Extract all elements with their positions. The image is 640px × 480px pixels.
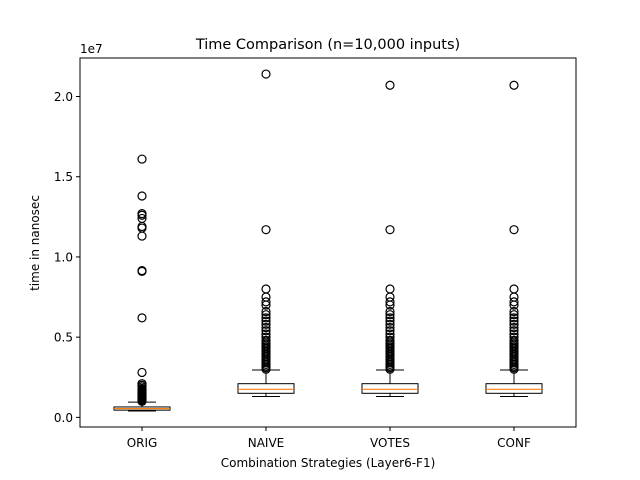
- outlier-point: [261, 316, 271, 326]
- outlier-point: [261, 313, 271, 323]
- box-conf: [485, 383, 543, 394]
- x-tick-label: NAIVE: [248, 436, 285, 450]
- outlier-point: [509, 322, 519, 333]
- outlier-point: [385, 322, 395, 333]
- outlier-point: [385, 310, 395, 320]
- y-axis-label: time in nanosec: [28, 195, 42, 291]
- y-tick-label: 0.5: [54, 331, 73, 345]
- outlier-point: [509, 225, 519, 235]
- outlier-point: [385, 297, 395, 307]
- outlier-point: [385, 316, 395, 326]
- outlier-point: [509, 326, 519, 336]
- plot-area: 0.0 0.5 1.0 1.5 2.0 ORIG NAIVE VOTES CONF: [54, 69, 543, 450]
- outlier-point: [261, 225, 271, 235]
- y-tick-label: 2.0: [54, 90, 73, 104]
- x-tick-label: VOTES: [370, 436, 410, 450]
- outlier-point: [385, 80, 395, 90]
- axes-frame: [79, 57, 577, 428]
- outlier-point: [261, 69, 271, 79]
- outlier-point: [137, 154, 147, 164]
- outlier-point: [261, 297, 271, 307]
- outlier-point: [261, 329, 271, 339]
- outlier-point: [385, 319, 395, 329]
- outlier-point: [385, 335, 395, 345]
- outlier-point: [137, 213, 147, 224]
- outlier-point: [385, 329, 395, 339]
- outlier-point: [509, 310, 519, 320]
- outlier-point: [509, 297, 519, 307]
- outlier-point: [261, 322, 271, 333]
- outlier-point: [509, 329, 519, 339]
- outlier-point: [261, 306, 271, 317]
- outlier-point: [385, 332, 395, 342]
- y-axis-scale-label: 1e7: [80, 42, 103, 56]
- outlier-point: [509, 332, 519, 342]
- outlier-point: [385, 326, 395, 336]
- x-tick-label: CONF: [497, 436, 531, 450]
- y-tick-label: 1.0: [54, 250, 73, 264]
- outlier-point: [261, 319, 271, 329]
- outlier-point: [385, 313, 395, 323]
- outlier-point: [137, 379, 147, 389]
- box-votes: [361, 383, 419, 394]
- outlier-point: [261, 284, 271, 294]
- outlier-point: [509, 335, 519, 345]
- outlier-point: [261, 310, 271, 320]
- chart-title: Time Comparison (n=10,000 inputs): [195, 37, 460, 53]
- outlier-point: [137, 209, 147, 219]
- outlier-point: [509, 319, 519, 329]
- x-tick-label: ORIG: [127, 436, 158, 450]
- outlier-point: [137, 313, 147, 323]
- outlier-point: [137, 191, 147, 201]
- outlier-point: [261, 326, 271, 336]
- outlier-point: [509, 284, 519, 294]
- outlier-point: [385, 225, 395, 235]
- outlier-point: [509, 313, 519, 323]
- outlier-point: [385, 306, 395, 317]
- outlier-point: [509, 80, 519, 90]
- outlier-point: [509, 316, 519, 326]
- outlier-point: [261, 332, 271, 342]
- outlier-point: [137, 367, 147, 378]
- outlier-point: [261, 335, 271, 345]
- outlier-point: [137, 265, 147, 276]
- y-tick-label: 1.5: [54, 170, 73, 184]
- outlier-point: [385, 284, 395, 294]
- outlier-point: [509, 306, 519, 317]
- x-axis-label: Combination Strategies (Layer6-F1): [221, 456, 436, 470]
- box-naive: [237, 383, 295, 394]
- y-tick-label: 0.0: [54, 411, 73, 425]
